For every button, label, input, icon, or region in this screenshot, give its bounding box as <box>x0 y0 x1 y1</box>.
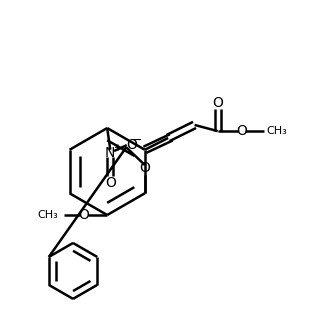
Text: O: O <box>105 176 116 190</box>
Text: +: + <box>113 143 121 153</box>
Text: CH₃: CH₃ <box>37 210 58 220</box>
Text: O: O <box>140 161 150 175</box>
Text: −: − <box>132 134 143 147</box>
Text: O: O <box>78 208 89 222</box>
Text: N: N <box>105 146 116 160</box>
Text: O: O <box>212 95 223 110</box>
Text: O: O <box>236 124 247 138</box>
Text: CH₃: CH₃ <box>266 126 287 136</box>
Text: O: O <box>127 138 138 152</box>
